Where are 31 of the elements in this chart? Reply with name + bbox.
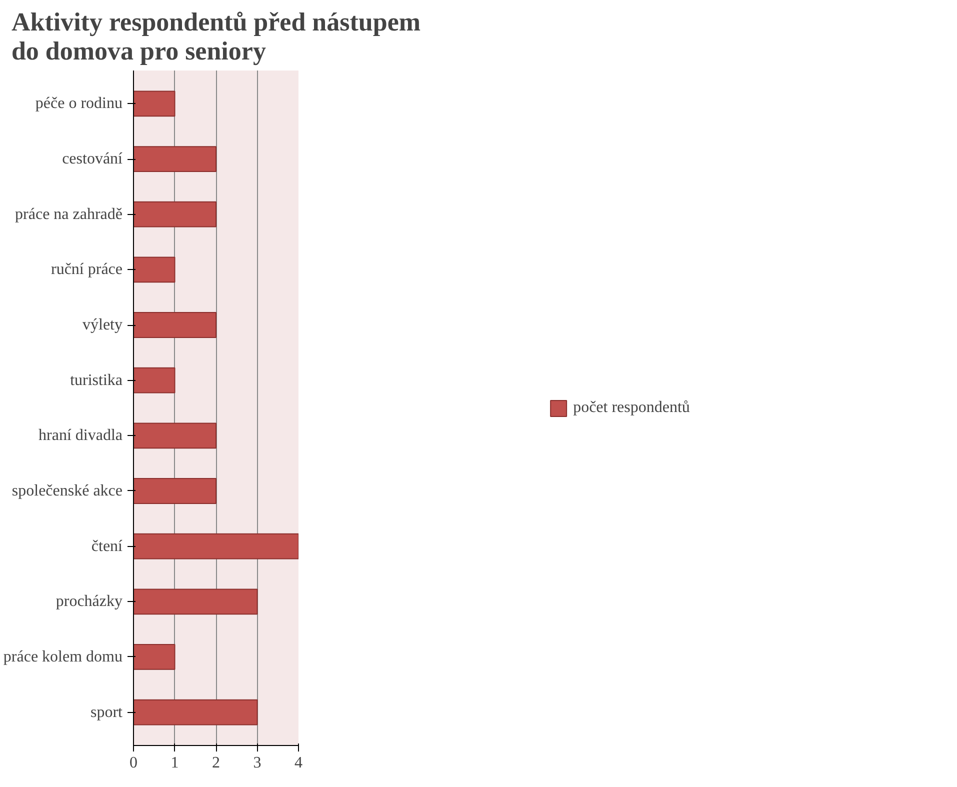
bar (134, 312, 216, 338)
bar (134, 533, 298, 560)
bar (134, 256, 176, 283)
bar (134, 478, 216, 504)
legend-label: počet respondentů (573, 398, 690, 416)
bar (134, 146, 216, 172)
y-tick-label: turistika (70, 372, 122, 389)
x-tick-label: 0 (130, 754, 138, 772)
y-tick-label: práce na zahradě (15, 206, 122, 223)
y-tick-label: práce kolem domu (3, 648, 123, 666)
bar (134, 699, 258, 726)
bar (134, 201, 216, 228)
y-tick-label: čtení (91, 538, 124, 555)
y-tick-label: cestování (62, 150, 124, 168)
bar (134, 644, 176, 670)
y-tick-label: společenské akce (12, 482, 122, 500)
y-tick-label: hraní divadla (38, 427, 122, 444)
chart-title: Aktivity respondentů před nástupem do domova pro seniory (11, 8, 421, 66)
y-tick-label: ruční práce (50, 261, 123, 278)
x-tick-label: 1 (170, 754, 179, 772)
bar (134, 367, 176, 394)
y-tick-label: sport (90, 704, 124, 721)
bar (134, 90, 176, 117)
x-tick-label: 2 (212, 754, 220, 772)
y-tick-label: péče o rodinu (35, 95, 122, 112)
bar (134, 422, 216, 449)
x-tick-label: 3 (253, 754, 262, 772)
x-tick-label: 4 (294, 754, 302, 772)
y-tick-label: výlety (82, 316, 123, 334)
bar (134, 588, 258, 615)
y-tick-label: procházky (56, 593, 123, 610)
